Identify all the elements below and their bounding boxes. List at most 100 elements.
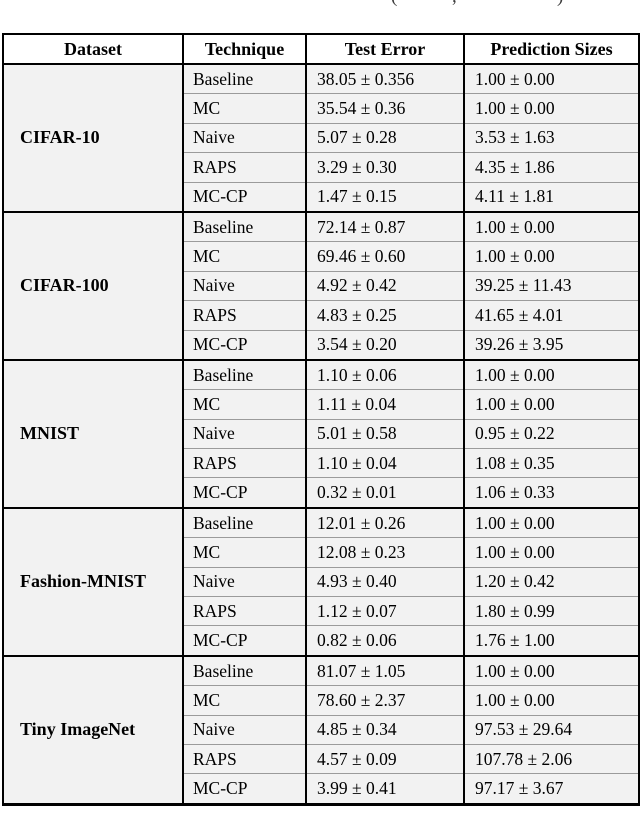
column-header-technique: Technique (182, 34, 306, 65)
test-error-cell: 3.54 ± 0.20 (305, 329, 464, 360)
test-error-cell: 1.47 ± 0.15 (305, 181, 464, 212)
table-row: MC-CP 1.47 ± 0.15 4.11 ± 1.81 (3, 181, 639, 212)
prediction-sizes-cell: 1.00 ± 0.00 (463, 685, 639, 716)
table-row: Naive 5.07 ± 0.28 3.53 ± 1.63 (3, 122, 639, 153)
prediction-sizes-cell: 0.95 ± 0.22 (463, 418, 639, 449)
test-error-cell: 1.10 ± 0.04 (305, 448, 464, 478)
prediction-sizes-cell: 3.53 ± 1.63 (463, 122, 639, 153)
test-error-cell: 81.07 ± 1.05 (305, 655, 464, 686)
table-row: RAPS 4.57 ± 0.09 107.78 ± 2.06 (3, 743, 639, 774)
table-row: Naive 5.01 ± 0.58 0.95 ± 0.22 (3, 418, 639, 449)
technique-cell: Naive (182, 122, 306, 153)
technique-cell: MC-CP (182, 329, 306, 360)
prediction-sizes-cell: 1.00 ± 0.00 (463, 389, 639, 420)
prediction-sizes-cell: 1.00 ± 0.00 (463, 655, 639, 686)
table-row: RAPS 1.10 ± 0.04 1.08 ± 0.35 (3, 448, 639, 478)
caption-open-paren: ( (391, 0, 397, 7)
table-row: Naive 4.92 ± 0.42 39.25 ± 11.43 (3, 270, 639, 301)
table-row: MC 12.08 ± 0.23 1.00 ± 0.00 (3, 537, 639, 568)
technique-cell: Naive (182, 714, 306, 745)
prediction-sizes-cell: 1.00 ± 0.00 (463, 507, 639, 538)
test-error-cell: 5.01 ± 0.58 (305, 418, 464, 449)
technique-cell: Baseline (182, 211, 306, 242)
table-row: MC 1.11 ± 0.04 1.00 ± 0.00 (3, 389, 639, 420)
table-row: RAPS 1.12 ± 0.07 1.80 ± 0.99 (3, 596, 639, 626)
prediction-sizes-cell: 1.20 ± 0.42 (463, 566, 639, 597)
group-cifar10: CIFAR-10 Baseline 38.05 ± 0.356 1.00 ± 0… (3, 63, 639, 212)
test-error-cell: 12.01 ± 0.26 (305, 507, 464, 538)
test-error-cell: 38.05 ± 0.356 (305, 63, 464, 94)
prediction-sizes-cell: 41.65 ± 4.01 (463, 300, 639, 331)
prediction-sizes-cell: 39.25 ± 11.43 (463, 270, 639, 301)
group-fashion-mnist: Fashion-MNIST Baseline 12.01 ± 0.26 1.00… (3, 507, 639, 656)
caption-close-paren: ) (557, 0, 563, 7)
test-error-cell: 72.14 ± 0.87 (305, 211, 464, 242)
test-error-cell: 12.08 ± 0.23 (305, 537, 464, 568)
table-row: MC 78.60 ± 2.37 1.00 ± 0.00 (3, 685, 639, 716)
dataset-cell: Fashion-MNIST (3, 507, 183, 656)
test-error-cell: 0.82 ± 0.06 (305, 625, 464, 656)
technique-cell: Baseline (182, 359, 306, 390)
test-error-cell: 3.99 ± 0.41 (305, 773, 464, 805)
technique-cell: MC (182, 93, 306, 124)
test-error-cell: 4.57 ± 0.09 (305, 743, 464, 774)
test-error-cell: 4.92 ± 0.42 (305, 270, 464, 301)
technique-cell: Naive (182, 566, 306, 597)
technique-cell: MC-CP (182, 477, 306, 508)
dataset-cell: CIFAR-100 (3, 211, 183, 360)
test-error-cell: 5.07 ± 0.28 (305, 122, 464, 153)
technique-cell: MC-CP (182, 773, 306, 805)
technique-cell: Baseline (182, 507, 306, 538)
prediction-sizes-cell: 1.80 ± 0.99 (463, 596, 639, 626)
test-error-cell: 1.12 ± 0.07 (305, 596, 464, 626)
prediction-sizes-cell: 107.78 ± 2.06 (463, 743, 639, 774)
table-row: CIFAR-100 Baseline 72.14 ± 0.87 1.00 ± 0… (3, 211, 639, 360)
technique-cell: MC (182, 389, 306, 420)
test-error-cell: 1.11 ± 0.04 (305, 389, 464, 420)
prediction-sizes-cell: 4.11 ± 1.81 (463, 181, 639, 212)
table-row: MC-CP 0.32 ± 0.01 1.06 ± 0.33 (3, 477, 639, 508)
caption-comma: , (452, 0, 457, 7)
technique-cell: MC-CP (182, 181, 306, 212)
table-row: MC 35.54 ± 0.36 1.00 ± 0.00 (3, 93, 639, 124)
technique-cell: RAPS (182, 152, 306, 183)
test-error-cell: 4.93 ± 0.40 (305, 566, 464, 597)
test-error-cell: 1.10 ± 0.06 (305, 359, 464, 390)
test-error-cell: 3.29 ± 0.30 (305, 152, 464, 183)
prediction-sizes-cell: 1.00 ± 0.00 (463, 211, 639, 242)
prediction-sizes-cell: 1.76 ± 1.00 (463, 625, 639, 656)
group-cifar100: CIFAR-100 Baseline 72.14 ± 0.87 1.00 ± 0… (3, 211, 639, 360)
dataset-cell: CIFAR-10 (3, 64, 183, 212)
prediction-sizes-cell: 1.00 ± 0.00 (463, 93, 639, 124)
column-header-prediction-sizes: Prediction Sizes (463, 34, 639, 65)
technique-cell: Naive (182, 270, 306, 301)
technique-cell: Naive (182, 418, 306, 449)
technique-cell: RAPS (182, 448, 306, 478)
group-tiny-imagenet: Tiny ImageNet Baseline 81.07 ± 1.05 1.00… (3, 655, 639, 805)
technique-cell: RAPS (182, 300, 306, 331)
test-error-cell: 35.54 ± 0.36 (305, 93, 464, 124)
prediction-sizes-cell: 97.53 ± 29.64 (463, 714, 639, 745)
table-row: RAPS 3.29 ± 0.30 4.35 ± 1.86 (3, 152, 639, 183)
technique-cell: MC (182, 537, 306, 568)
cropped-caption-fragment: ( , ) (0, 0, 640, 7)
prediction-sizes-cell: 97.17 ± 3.67 (463, 773, 639, 805)
technique-cell: MC-CP (182, 625, 306, 656)
table-row: Fashion-MNIST Baseline 12.01 ± 0.26 1.00… (3, 507, 639, 656)
test-error-cell: 4.85 ± 0.34 (305, 714, 464, 745)
prediction-sizes-cell: 1.00 ± 0.00 (463, 537, 639, 568)
prediction-sizes-cell: 1.00 ± 0.00 (463, 63, 639, 94)
dataset-cell: Tiny ImageNet (3, 655, 183, 805)
dataset-cell: MNIST (3, 359, 183, 508)
table-row: MC-CP 3.54 ± 0.20 39.26 ± 3.95 (3, 329, 639, 360)
results-table: Dataset Technique Test Error Prediction … (2, 33, 640, 806)
test-error-cell: 0.32 ± 0.01 (305, 477, 464, 508)
technique-cell: MC (182, 685, 306, 716)
table-row: MC-CP 0.82 ± 0.06 1.76 ± 1.00 (3, 625, 639, 656)
technique-cell: Baseline (182, 655, 306, 686)
technique-cell: RAPS (182, 596, 306, 626)
table-row: RAPS 4.83 ± 0.25 41.65 ± 4.01 (3, 300, 639, 331)
table-row: MC 69.46 ± 0.60 1.00 ± 0.00 (3, 241, 639, 272)
test-error-cell: 78.60 ± 2.37 (305, 685, 464, 716)
prediction-sizes-cell: 1.00 ± 0.00 (463, 359, 639, 390)
